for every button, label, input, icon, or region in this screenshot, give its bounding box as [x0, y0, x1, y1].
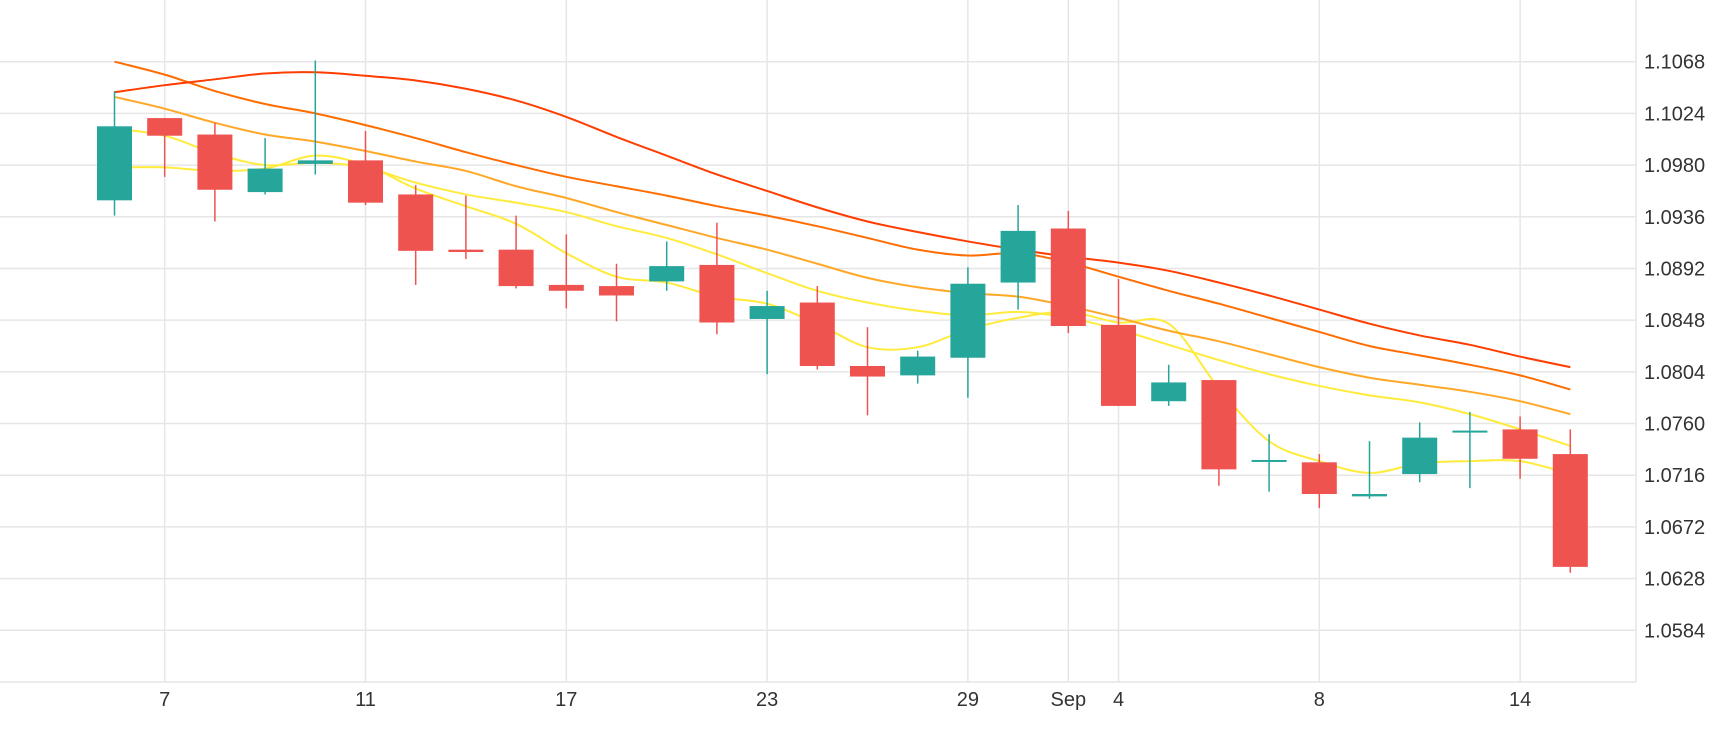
y-tick-label: 1.1024 [1644, 103, 1705, 125]
candle-body [900, 356, 936, 376]
candle-body [649, 266, 685, 282]
candle[interactable] [1352, 441, 1387, 499]
candle-body [197, 134, 233, 190]
candle-body [599, 286, 634, 296]
candle-body [1452, 430, 1488, 433]
y-tick-label: 1.0760 [1644, 414, 1705, 436]
candle[interactable] [297, 60, 333, 175]
candle[interactable] [197, 122, 233, 222]
candle[interactable] [749, 290, 785, 375]
candle[interactable] [498, 215, 534, 289]
y-tick-label: 1.0980 [1644, 155, 1705, 177]
candle[interactable] [1251, 434, 1287, 492]
candle-body [348, 160, 383, 203]
candle[interactable] [1050, 210, 1086, 334]
ma-line-4 [114, 71, 1571, 369]
ma-line-2 [114, 95, 1571, 416]
x-tick-label: 17 [555, 689, 577, 711]
x-tick-label: 29 [957, 689, 979, 711]
candle[interactable] [247, 138, 283, 195]
ma-line-0 [114, 154, 1571, 476]
y-tick-label: 1.0628 [1644, 569, 1705, 591]
y-tick-label: 1.0672 [1644, 517, 1705, 539]
candle[interactable] [1151, 364, 1187, 406]
candle[interactable] [950, 267, 986, 398]
candle[interactable] [448, 195, 484, 260]
candle[interactable] [348, 131, 383, 206]
candle-body [1502, 429, 1538, 459]
candle-body [850, 365, 885, 377]
candle-body [498, 249, 534, 287]
y-tick-label: 1.0936 [1644, 207, 1705, 229]
candle-body [398, 194, 434, 251]
candles [97, 60, 1588, 573]
y-tick-label: 1.0804 [1644, 362, 1705, 384]
candle-body [147, 118, 183, 136]
candle[interactable] [548, 234, 584, 309]
candle-body [97, 126, 132, 201]
axes: 1.1068 1.1024 1.0980 1.0936 1.0892 1.0848 1.08… [159, 52, 1705, 711]
candle[interactable] [1101, 279, 1136, 406]
x-tick-label: 7 [159, 689, 170, 711]
x-tick-label: 4 [1113, 689, 1124, 711]
candle-body [799, 302, 835, 366]
candle-body [699, 264, 735, 323]
candle-body [1301, 462, 1337, 495]
candle-body [247, 168, 283, 193]
candle-body [1402, 437, 1438, 475]
x-tick-label: 11 [355, 689, 376, 711]
candle[interactable] [1201, 380, 1237, 486]
candle-body [448, 249, 484, 253]
ma-line-3 [114, 60, 1571, 391]
candle[interactable] [97, 91, 132, 216]
candle[interactable] [1452, 411, 1488, 489]
candle-body [1000, 230, 1036, 283]
candle[interactable] [1552, 429, 1588, 573]
candle-body [1352, 494, 1387, 497]
candle[interactable] [147, 118, 183, 177]
y-tick-label: 1.0892 [1644, 258, 1705, 280]
candle[interactable] [799, 286, 835, 370]
x-tick-label: 14 [1509, 689, 1531, 711]
candle[interactable] [1000, 205, 1036, 310]
candle-body [1552, 454, 1588, 567]
ma-line-1 [114, 127, 1571, 447]
candle[interactable] [1402, 422, 1438, 483]
candle[interactable] [398, 185, 434, 285]
y-tick-label: 1.0584 [1644, 620, 1705, 642]
y-tick-label: 1.1068 [1644, 52, 1705, 74]
x-tick-label: 8 [1314, 689, 1325, 711]
candle[interactable] [1301, 454, 1337, 509]
candle-body [297, 160, 333, 164]
y-tick-label: 1.0848 [1644, 310, 1705, 332]
candle[interactable] [599, 263, 634, 322]
candle-body [1050, 228, 1086, 327]
candle-body [1251, 459, 1287, 462]
x-tick-label: 23 [756, 689, 778, 711]
candle-body [1151, 382, 1187, 402]
candle[interactable] [900, 350, 936, 384]
candle-body [1101, 324, 1136, 406]
candle-body [749, 306, 785, 319]
candle[interactable] [699, 222, 735, 335]
candle-body [548, 284, 584, 291]
candle-body [1201, 380, 1237, 470]
candle[interactable] [649, 241, 685, 291]
x-tick-label: Sep [1051, 689, 1087, 711]
candle[interactable] [1502, 416, 1538, 479]
y-tick-label: 1.0716 [1644, 465, 1705, 487]
candle[interactable] [850, 327, 885, 416]
candle-body [950, 283, 986, 358]
